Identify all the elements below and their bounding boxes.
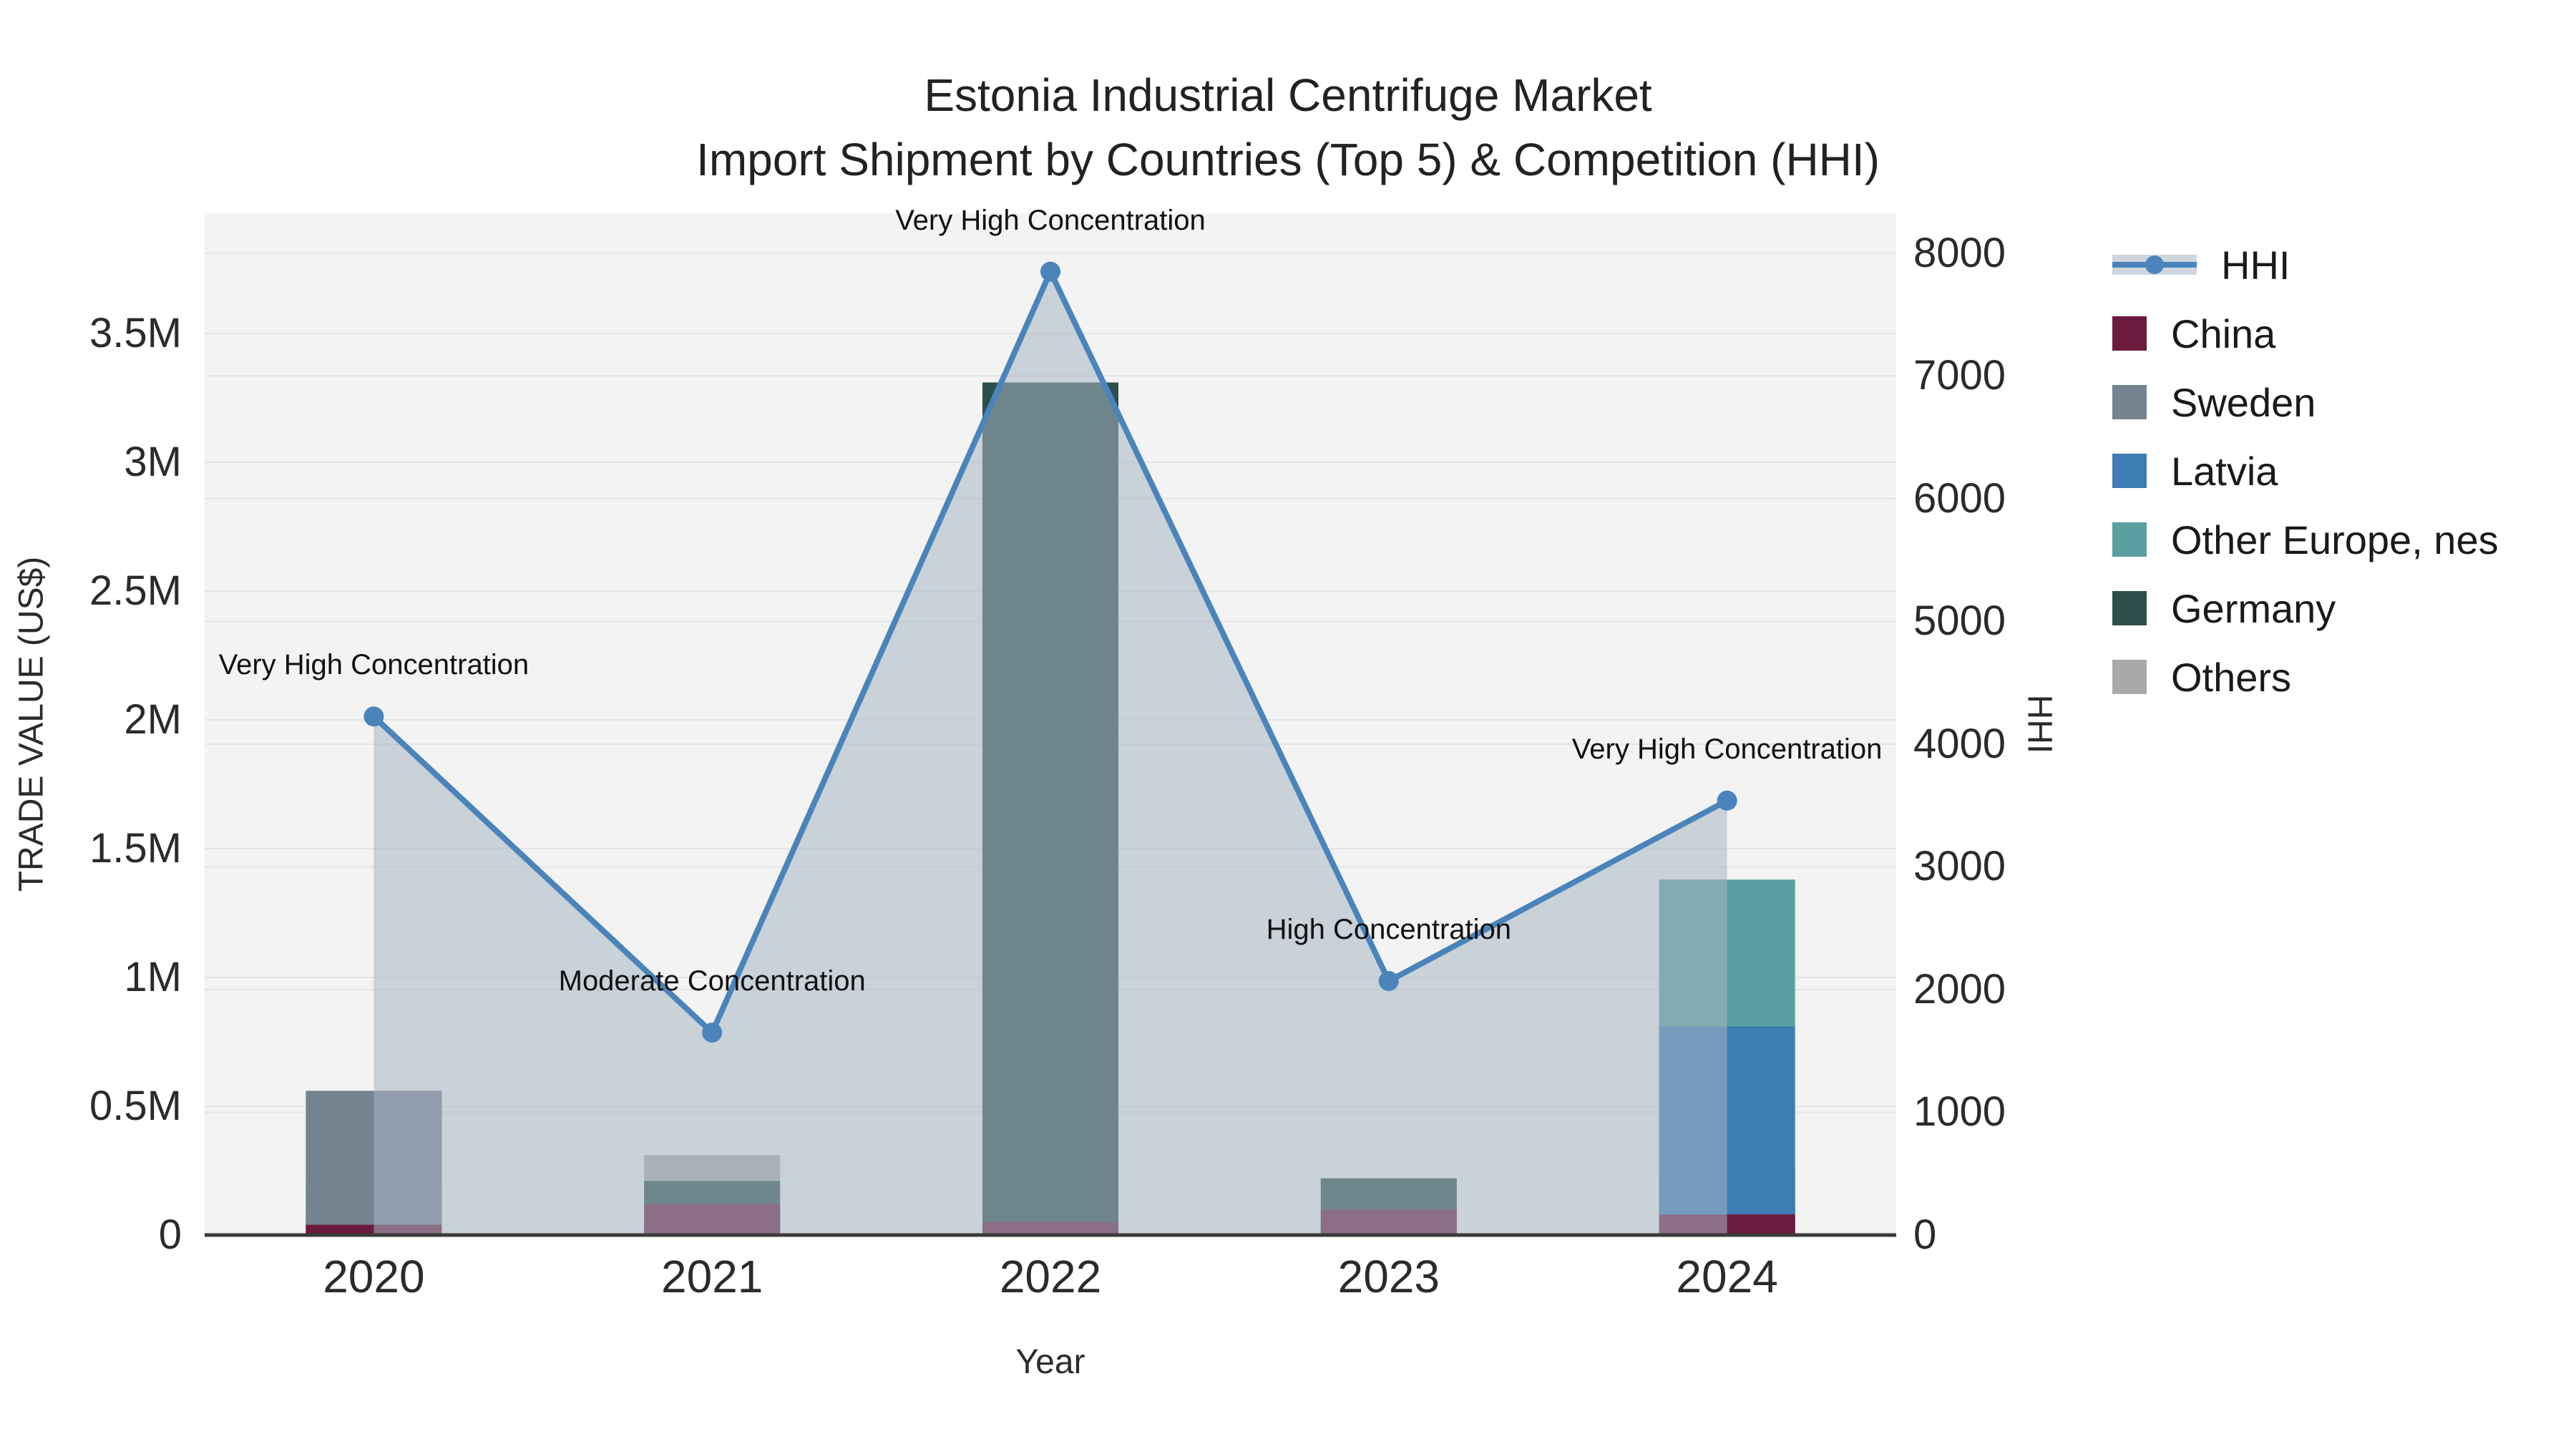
x-tick-2023: 2023 (1337, 1251, 1440, 1302)
legend: HHI China Sweden Latvia Other Europe, nes Ger… (2112, 230, 2499, 711)
chart-title: Estonia Industrial Centrifuge Market Imp… (0, 63, 2576, 192)
y-right-tick-8000: 8000 (1913, 229, 2006, 276)
legend-item-sweden[interactable]: Sweden (2112, 368, 2499, 436)
x-axis-title: Year (1015, 1343, 1085, 1381)
x-tick-2024: 2024 (1676, 1251, 1778, 1302)
hhi-area (374, 271, 1727, 1236)
hhi-marker-2022 (1040, 261, 1060, 282)
y-left-tick-3M: 3M (124, 439, 182, 486)
legend-swatch-icon (2112, 591, 2147, 625)
chart-title-line2: Import Shipment by Countries (Top 5) & C… (696, 134, 1880, 185)
legend-item-china[interactable]: China (2112, 299, 2499, 368)
legend-swatch-icon (2112, 660, 2147, 694)
legend-item-label: Other Europe, nes (2171, 517, 2499, 562)
y-right-tick-1000: 1000 (1913, 1088, 2006, 1136)
annotation-2022: Very High Concentration (895, 204, 1206, 236)
legend-swatch-icon (2112, 316, 2147, 351)
annotation-2020: Very High Concentration (218, 649, 530, 681)
hhi-line-icon (2112, 248, 2197, 282)
x-tick-2021: 2021 (661, 1251, 763, 1302)
annotation-2024: Very High Concentration (1571, 733, 1883, 765)
legend-item-latvia[interactable]: Latvia (2112, 436, 2499, 505)
y-right-tick-4000: 4000 (1913, 720, 2006, 767)
legend-item-hhi[interactable]: HHI (2112, 230, 2499, 299)
y-left-tick-0.5M: 0.5M (89, 1083, 182, 1129)
chart-title-line1: Estonia Industrial Centrifuge Market (924, 69, 1652, 121)
x-tick-2020: 2020 (323, 1251, 425, 1302)
y-right-tick-7000: 7000 (1913, 352, 2006, 399)
hhi-marker-2020 (364, 706, 384, 727)
legend-item-others[interactable]: Others (2112, 643, 2499, 711)
y-axis-right-title: HHI (2020, 694, 2059, 754)
legend-swatch-icon (2112, 454, 2147, 488)
y-right-tick-2000: 2000 (1913, 965, 2006, 1013)
legend-item-label: Sweden (2171, 379, 2316, 425)
y-left-tick-1M: 1M (124, 954, 182, 1001)
legend-item-label: China (2171, 311, 2276, 356)
y-right-tick-0: 0 (1913, 1211, 1937, 1258)
y-left-tick-2.5M: 2.5M (89, 567, 182, 615)
legend-item-germany[interactable]: Germany (2112, 574, 2499, 643)
y-left-tick-3.5M: 3.5M (89, 310, 182, 357)
legend-swatch-icon (2112, 522, 2147, 557)
legend-item-label: Latvia (2171, 448, 2278, 494)
annotation-2021: Moderate Concentration (558, 965, 866, 997)
legend-item-label: Germany (2171, 585, 2336, 631)
hhi-marker-2023 (1378, 970, 1399, 991)
hhi-marker-2024 (1717, 790, 1737, 811)
y-right-tick-3000: 3000 (1913, 843, 2006, 890)
y-left-tick-0: 0 (158, 1211, 182, 1258)
y-left-tick-2M: 2M (124, 696, 182, 743)
hhi-marker-2021 (702, 1023, 723, 1043)
y-right-tick-6000: 6000 (1913, 474, 2006, 522)
y-right-tick-5000: 5000 (1913, 597, 2006, 645)
legend-item-label: HHI (2221, 242, 2290, 288)
x-tick-2022: 2022 (999, 1251, 1102, 1302)
legend-item-label: Others (2171, 654, 2292, 700)
legend-item-other-europe-nes[interactable]: Other Europe, nes (2112, 505, 2499, 574)
annotation-2023: High Concentration (1266, 913, 1512, 945)
y-left-tick-1.5M: 1.5M (89, 825, 182, 872)
legend-swatch-icon (2112, 385, 2147, 419)
